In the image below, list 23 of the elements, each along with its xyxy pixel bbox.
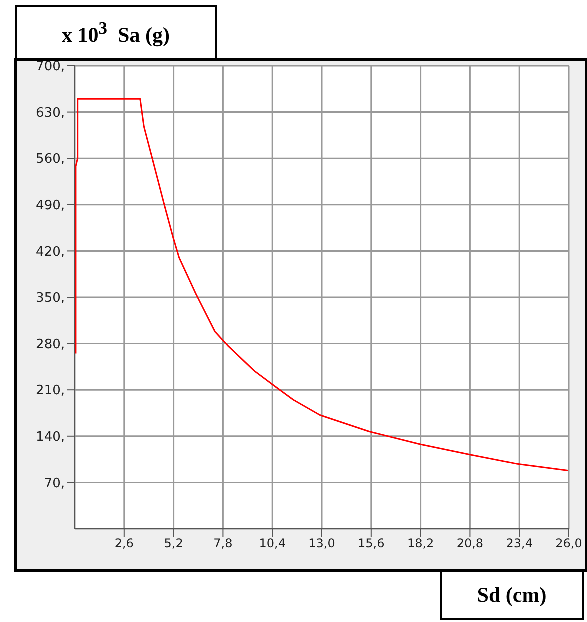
y-tick-label: 70, bbox=[44, 476, 65, 492]
y-tick-label: 560, bbox=[36, 152, 65, 168]
y-tick-label: 280, bbox=[36, 337, 65, 352]
y-tick-label: 700, bbox=[36, 60, 65, 75]
y-tick-label: 420, bbox=[36, 244, 65, 260]
x-tick-label: 7,8 bbox=[214, 536, 233, 551]
y-tick-label: 350, bbox=[36, 291, 65, 306]
y-axis-title: x 10$^{3}$ Sa (g) bbox=[62, 18, 170, 48]
x-tick-label: 15,6 bbox=[358, 536, 385, 551]
x-tick-label: 5,2 bbox=[164, 536, 184, 551]
x-tick-label: 2,6 bbox=[114, 536, 134, 551]
line-series bbox=[75, 98, 569, 472]
y-tick-label: 490, bbox=[36, 198, 65, 214]
x-tick-label: 20,8 bbox=[456, 536, 484, 551]
x-tick-label: 23,4 bbox=[506, 536, 533, 551]
x-axis-title: Sd (cm) bbox=[440, 570, 584, 620]
x-tick-label: 26,0 bbox=[556, 536, 582, 551]
y-tick-label: 140, bbox=[36, 430, 65, 446]
y-tick-label: 630, bbox=[36, 106, 65, 121]
x-tick-label: 13,0 bbox=[308, 536, 336, 551]
x-tick-label: 18,2 bbox=[407, 536, 434, 551]
y-tick-label: 210, bbox=[36, 384, 65, 399]
x-tick-label: 10,4 bbox=[259, 536, 286, 551]
